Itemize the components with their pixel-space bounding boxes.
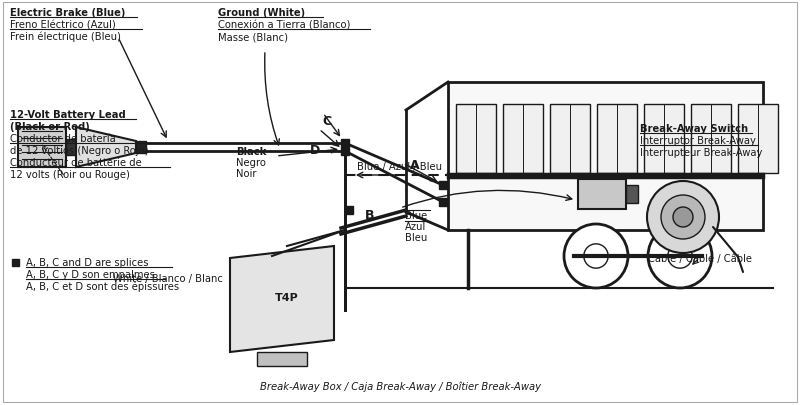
- Bar: [257, 352, 307, 366]
- Bar: [626, 185, 638, 203]
- Text: White / Blanco / Blanc: White / Blanco / Blanc: [113, 273, 223, 283]
- Text: Masse (Blanc): Masse (Blanc): [218, 32, 288, 42]
- Text: 12 volts (Roir ou Rouge): 12 volts (Roir ou Rouge): [10, 170, 130, 179]
- Bar: [345, 207, 353, 215]
- Text: Azul: Azul: [405, 222, 426, 231]
- Text: D: D: [310, 143, 320, 156]
- Text: B: B: [365, 209, 374, 222]
- Text: de 12 voltios (Negro o Rojo): de 12 voltios (Negro o Rojo): [10, 146, 149, 156]
- Bar: [578, 179, 626, 209]
- Text: (Black or Red): (Black or Red): [10, 122, 90, 132]
- Text: Bleu: Bleu: [405, 232, 427, 243]
- Bar: [691, 105, 731, 174]
- Circle shape: [661, 196, 705, 239]
- Text: Break-Away Switch: Break-Away Switch: [640, 124, 748, 134]
- Bar: [341, 140, 349, 148]
- Bar: [136, 142, 146, 153]
- Bar: [18, 128, 66, 168]
- Text: Noir: Noir: [236, 168, 257, 179]
- Text: A, B, C and D are splices: A, B, C and D are splices: [26, 257, 149, 267]
- Bar: [644, 105, 684, 174]
- Text: Black: Black: [236, 147, 266, 157]
- Text: Freno Eléctrico (Azul): Freno Eléctrico (Azul): [10, 20, 116, 30]
- Text: Conexión a Tierra (Blanco): Conexión a Tierra (Blanco): [218, 20, 350, 30]
- Bar: [439, 198, 447, 207]
- Text: Blue / Azul / Bleu: Blue / Azul / Bleu: [357, 162, 442, 172]
- Bar: [341, 148, 349, 156]
- Text: Frein électrique (Bleu): Frein électrique (Bleu): [10, 32, 121, 43]
- Text: Break-Away Box / Caja Break-Away / Boîtier Break-Away: Break-Away Box / Caja Break-Away / Boîti…: [259, 381, 541, 391]
- Bar: [448, 83, 763, 230]
- Text: Interruptor Break-Away: Interruptor Break-Away: [640, 136, 756, 146]
- Bar: [11, 259, 18, 266]
- Bar: [503, 105, 543, 174]
- Circle shape: [648, 224, 712, 288]
- Text: Conducteur de batterie de: Conducteur de batterie de: [10, 158, 142, 168]
- Text: A, B, C y D son empalmes: A, B, C y D son empalmes: [26, 269, 155, 279]
- Text: C: C: [322, 115, 331, 128]
- Text: Negro: Negro: [236, 158, 266, 168]
- Text: A, B, C et D sont des épissures: A, B, C et D sont des épissures: [26, 281, 179, 292]
- Text: T4P: T4P: [275, 292, 299, 302]
- Circle shape: [673, 207, 693, 228]
- Text: Electric Brake (Blue): Electric Brake (Blue): [10, 8, 126, 18]
- Text: Ground (White): Ground (White): [218, 8, 305, 18]
- Polygon shape: [230, 246, 334, 352]
- Bar: [738, 105, 778, 174]
- Text: A: A: [410, 159, 420, 172]
- Bar: [456, 105, 496, 174]
- Bar: [439, 181, 447, 190]
- Text: Cable / Cable / Câble: Cable / Cable / Câble: [648, 254, 752, 263]
- Text: Blue: Blue: [405, 211, 427, 220]
- Polygon shape: [76, 128, 136, 168]
- Bar: [550, 105, 590, 174]
- Bar: [597, 105, 637, 174]
- Text: Interrupteur Break-Away: Interrupteur Break-Away: [640, 148, 762, 158]
- Text: Conductor de batería: Conductor de batería: [10, 134, 116, 144]
- Text: 12-Volt Battery Lead: 12-Volt Battery Lead: [10, 110, 126, 120]
- Bar: [66, 140, 76, 156]
- Circle shape: [647, 181, 719, 254]
- Circle shape: [564, 224, 628, 288]
